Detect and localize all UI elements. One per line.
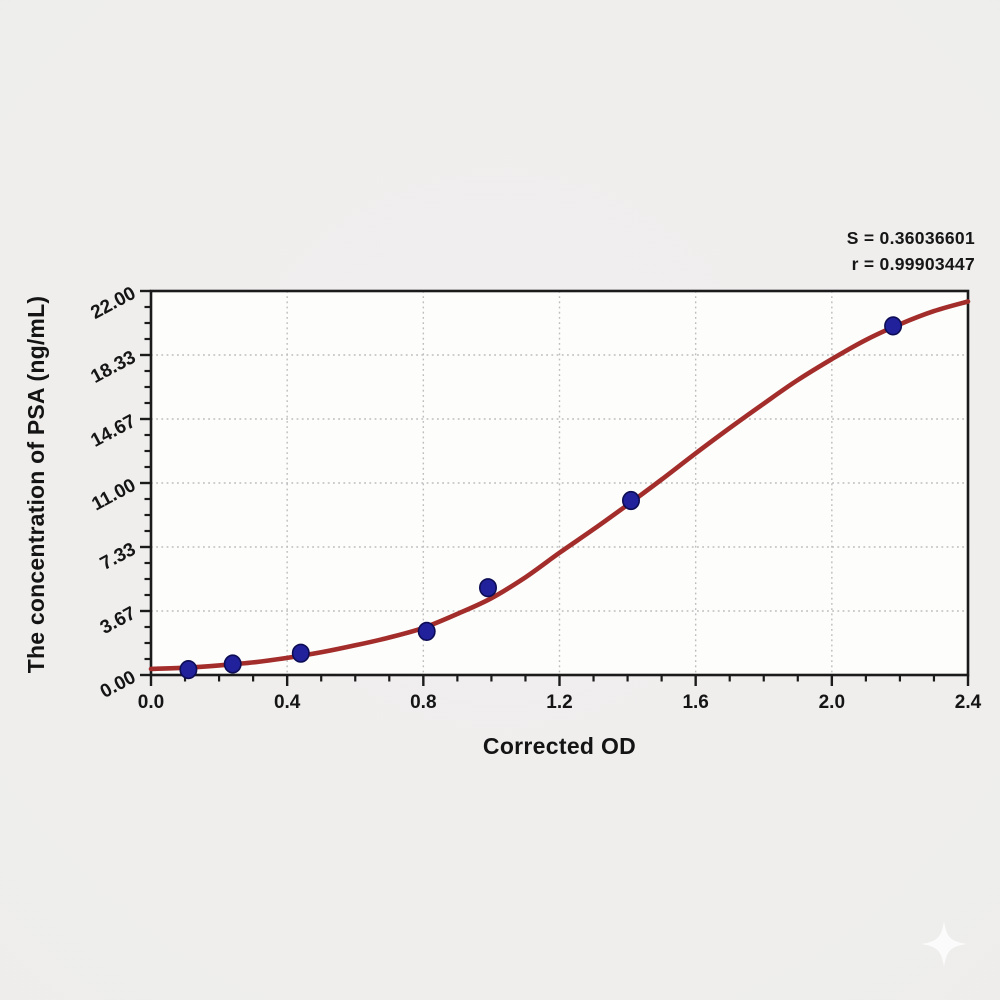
sparkle-star-shape bbox=[921, 921, 967, 967]
y-tick-label: 14.67 bbox=[88, 411, 140, 452]
x-tick-label: 0.4 bbox=[274, 692, 301, 713]
y-tick-label: 7.33 bbox=[97, 539, 140, 575]
x-tick-label: 0.8 bbox=[410, 692, 436, 713]
y-axis-title: The concentration of PSA (ng/mL) bbox=[23, 295, 50, 673]
data-point bbox=[417, 621, 436, 642]
data-point bbox=[884, 316, 903, 336]
data-point bbox=[179, 659, 198, 680]
plot-border bbox=[149, 289, 970, 677]
data-point bbox=[223, 654, 242, 674]
y-tick-label: 22.00 bbox=[88, 283, 140, 324]
x-tick-label: 1.2 bbox=[546, 692, 572, 713]
y-tick-label: 0.00 bbox=[97, 667, 140, 703]
data-point bbox=[291, 643, 310, 663]
x-tick-label: 2.4 bbox=[955, 692, 982, 713]
x-tick-label: 2.0 bbox=[819, 692, 845, 713]
y-tick-label: 18.33 bbox=[88, 347, 140, 388]
x-axis-title: Corrected OD bbox=[482, 733, 637, 759]
fit-curve bbox=[148, 299, 971, 672]
x-tick-label: 1.6 bbox=[682, 692, 708, 713]
y-tick-label: 11.00 bbox=[88, 475, 139, 515]
x-tick-label: 0.0 bbox=[138, 692, 164, 713]
fit-statistic-s: S = 0.36036601 bbox=[846, 228, 975, 248]
data-point bbox=[621, 490, 640, 511]
data-point bbox=[478, 578, 497, 598]
fit-statistic-r: r = 0.99903447 bbox=[851, 254, 975, 274]
sparkle-watermark-icon bbox=[921, 921, 967, 967]
fit-statistics: S = 0.36036601 r = 0.99903447 bbox=[847, 225, 975, 277]
y-tick-label: 3.67 bbox=[97, 603, 140, 639]
